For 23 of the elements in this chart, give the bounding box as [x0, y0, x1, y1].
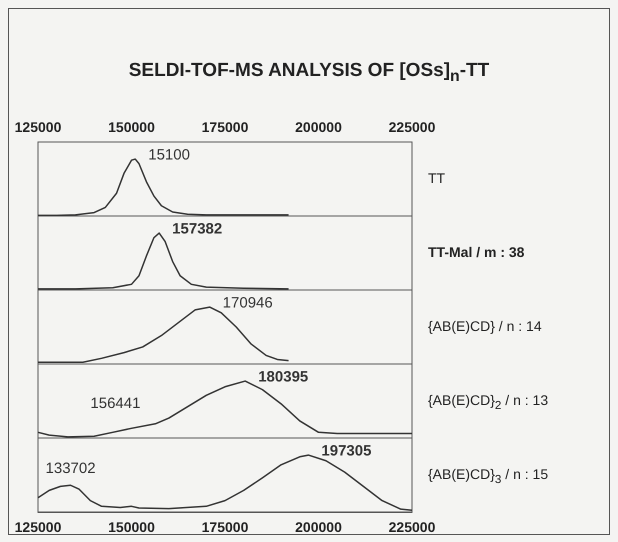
annotation: 15100 [148, 146, 190, 164]
annotation: 156441 [90, 394, 140, 412]
annotation: 197305 [321, 442, 372, 460]
text: TT-Mal / m : 38 [428, 244, 524, 260]
x-tick-label: 225000 [388, 519, 436, 535]
annotation: 170946 [222, 294, 273, 312]
annotation: 157382 [172, 220, 222, 238]
x-tick-label: 150000 [108, 119, 156, 135]
text: TT [428, 170, 446, 186]
x-tick-label: 200000 [295, 519, 342, 535]
x-tick-label: 125000 [14, 119, 62, 135]
x-tick-label: 125000 [14, 519, 62, 535]
x-tick-label: 200000 [295, 119, 342, 135]
annotation: 180395 [258, 368, 308, 386]
x-tick-label: 175000 [202, 119, 249, 135]
annotation: 133702 [46, 460, 96, 478]
text: {AB(E)CD} / n : 14 [428, 318, 542, 334]
x-tick-label: 225000 [388, 119, 436, 135]
text: {AB(E)CD}$_{3}$ / n : 15 [428, 466, 548, 486]
chart-title: SELDI-TOF-MS ANALYSIS OF [OSs]$_{n}$-TT [128, 60, 490, 86]
x-tick-label: 175000 [202, 519, 249, 535]
series-label: {AB(E)CD}$_{2}$ / n : 13 [428, 392, 548, 412]
x-tick-label: 150000 [108, 519, 156, 535]
